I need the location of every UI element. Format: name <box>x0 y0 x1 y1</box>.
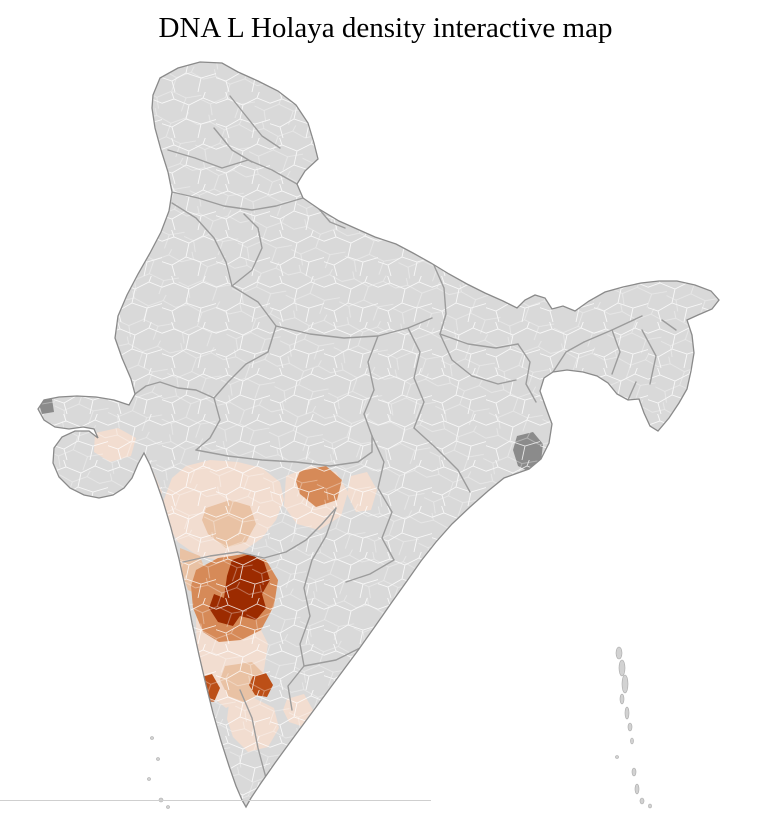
lakshadweep-islands[interactable] <box>147 736 170 809</box>
andaman-nicobar-islands[interactable] <box>615 646 652 809</box>
state-borders <box>134 95 677 779</box>
district-borders-mesh <box>38 62 719 807</box>
bottom-divider <box>0 800 431 801</box>
page-title: DNA L Holaya density interactive map <box>158 12 613 44</box>
